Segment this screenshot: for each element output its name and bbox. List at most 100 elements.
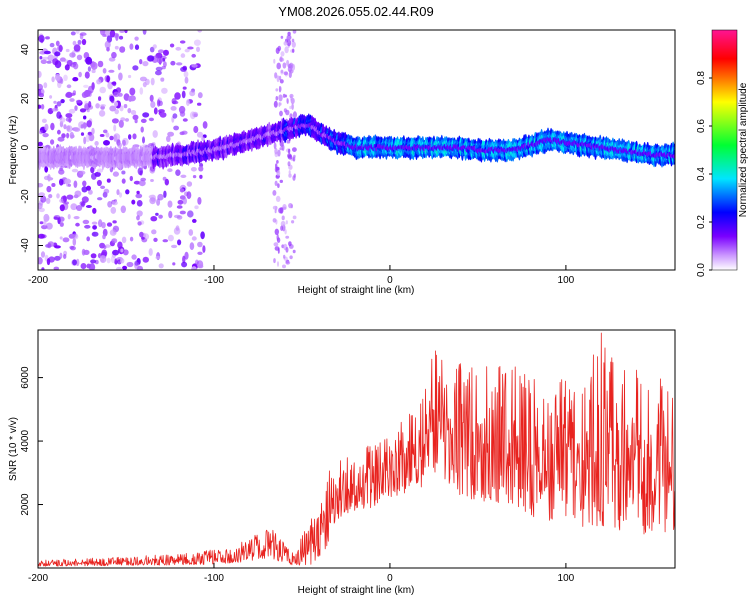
spectrogram-speckle [104,40,111,49]
spectrogram-speckle [69,62,77,68]
spectrogram-speckle [40,59,47,64]
spectrogram-speckle [155,66,163,72]
colorbar-tick-label: 0.8 [696,71,707,85]
spectrogram-speckle [169,43,175,48]
spectrogram-speckle [59,236,63,240]
spectrogram-speckle [43,50,51,55]
spectrogram-speckle [67,183,72,187]
spectrogram-speckle [197,30,203,33]
spectrogram-speckle [289,105,292,110]
spectrogram-speckle [134,260,139,266]
spectrogram-speckle [128,134,132,140]
spectrogram-speckle [112,220,117,224]
chart-title: YM08.2026.055.02.44.R09 [278,4,433,19]
spectrogram-speckle [131,199,136,205]
spectrogram-speckle [285,246,289,253]
spectrogram-speckle [53,266,60,270]
spectrogram-speckle [276,62,282,70]
spectrogram-speckle [134,36,139,41]
spectrogram-speckle [140,126,144,133]
spectrogram-speckle [275,88,279,92]
spectrogram-speckle [76,99,82,104]
spectrogram-speckle [279,207,284,214]
spectrogram-speckle [113,124,117,132]
spectrogram-speckle [59,204,65,212]
spectrogram-speckle [81,248,86,256]
spectrogram-speckle [76,205,83,211]
spectrogram-speckle [132,133,137,140]
spectrogram-xtick-label: -200 [28,275,48,286]
spectrogram-speckle [38,257,43,265]
spectrogram-speckle [142,112,150,118]
spectrogram-speckle [59,178,64,186]
spectrogram-speckle [53,100,57,104]
spectrogram-speckle [80,263,87,270]
spectrogram-speckle [75,30,80,34]
spectrogram-speckle [85,56,93,65]
spectrogram-speckle [58,44,63,53]
spectrogram-speckle [73,44,81,52]
spectrogram-speckle [280,225,283,231]
spectrogram-speckle [51,183,56,187]
spectrogram-speckle [136,200,143,207]
colorbar: 0.0 0.2 0.4 0.6 0.8 Normalized spectral ampl… [696,29,749,277]
spectrogram-speckle [117,142,122,148]
spectrogram-speckle [100,185,106,189]
spectrogram-speckle [106,222,113,227]
spectrogram-speckle [120,248,124,253]
spectrogram-speckle [103,140,110,146]
spectrogram-speckle [162,176,167,181]
spectrogram-speckle [47,54,55,62]
spectrogram-speckle [172,262,176,266]
spectrogram-speckle [84,102,90,111]
spectrogram-speckle [288,241,292,247]
spectrogram-speckle [153,107,158,115]
spectrogram-speckle [109,30,116,38]
spectrogram-speckle [120,117,126,122]
spectrogram-speckle [285,220,288,225]
spectrogram-speckle [68,108,76,114]
spectrogram-speckle [86,236,90,242]
spectrogram-speckle [128,74,132,79]
spectrogram-speckle [46,258,51,266]
spectrogram-speckle [63,74,68,82]
spectrogram-speckle [155,70,162,76]
spectrogram-speckle [136,215,140,221]
spectrogram-speckle [291,41,296,48]
spectrogram-speckle [173,125,180,131]
spectrogram-speckle [38,93,45,98]
spectrogram-speckle [65,113,73,118]
spectrogram-speckle [54,51,61,57]
spectrogram-speckle [118,119,124,128]
spectrogram-speckle [180,53,186,58]
spectrogram-speckle [190,167,197,172]
spectrogram-speckle [125,118,129,122]
spectrogram-speckle [83,136,87,145]
spectrogram-speckle [285,109,290,116]
spectrogram-speckle [102,68,107,74]
spectrogram-speckle [193,39,201,46]
spectrogram-speckle [181,261,188,268]
spectrogram-speckle [59,167,64,171]
spectrogram-speckle [59,57,66,62]
spectrogram-speckle [106,30,111,36]
spectrogram-speckle [176,62,183,66]
spectrogram-speckle [55,40,60,47]
spectrogram-speckle [283,41,288,46]
spectrogram-speckle [54,255,61,261]
spectrogram-speckle [62,237,70,243]
spectrogram-speckle [96,179,102,187]
spectrogram-speckle [55,73,61,81]
spectrogram-speckle [40,104,45,110]
spectrogram-speckle [292,147,297,153]
spectrogram-speckle [289,255,293,260]
spectrogram-speckle [129,87,136,96]
spectrogram-speckle [117,63,121,71]
spectrogram-speckle [44,123,49,131]
spectrogram-speckle [74,105,78,111]
spectrogram-speckle [64,201,69,205]
spectrogram-speckle [108,57,116,62]
spectrogram-speckle [139,76,147,82]
spectrogram-speckle [119,30,125,33]
spectrogram-speckle [131,254,137,260]
